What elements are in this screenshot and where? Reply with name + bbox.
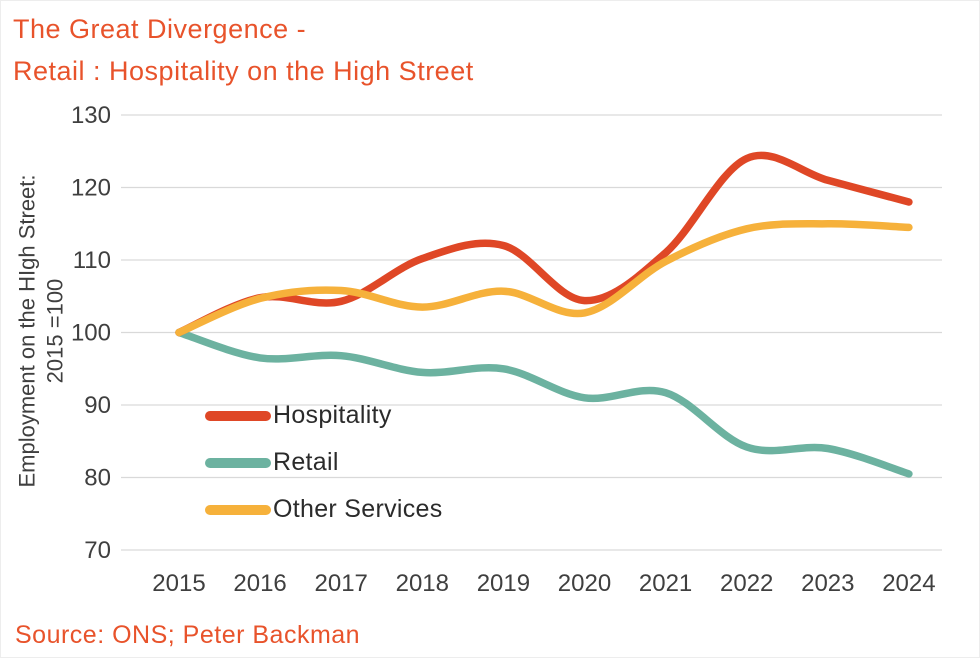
series-line-other-services xyxy=(175,220,913,337)
x-tick-label: 2021 xyxy=(639,570,692,597)
y-tick-label: 70 xyxy=(84,537,111,564)
x-tick-label: 2015 xyxy=(152,570,205,597)
y-tick-label: 90 xyxy=(84,392,111,419)
x-tick-label: 2023 xyxy=(801,570,854,597)
legend-label-retail: Retail xyxy=(273,448,339,476)
legend-swatch-retail xyxy=(205,457,271,468)
x-tick-label: 2016 xyxy=(233,570,286,597)
legend: Hospitality Retail Other Services xyxy=(205,399,443,526)
y-tick-label: 80 xyxy=(84,465,111,492)
y-tick-label: 130 xyxy=(71,102,111,129)
legend-label-other-services: Other Services xyxy=(273,495,443,523)
legend-item-retail: Retail xyxy=(205,446,443,479)
x-tick-label: 2017 xyxy=(315,570,368,597)
series-line-hospitality xyxy=(175,151,913,337)
source-note: Source: ONS; Peter Backman xyxy=(15,621,361,649)
x-tick-label: 2019 xyxy=(477,570,530,597)
chart-title-line-1: The Great Divergence - xyxy=(13,14,307,44)
x-tick-label: 2022 xyxy=(720,570,773,597)
x-tick-label: 2020 xyxy=(558,570,611,597)
y-axis-title-line-2: 2015 =100 xyxy=(42,278,67,384)
y-axis-title-line-1: Employment on the HIgh Street: xyxy=(14,174,40,488)
y-tick-label: 120 xyxy=(71,175,111,202)
legend-swatch-other-services xyxy=(205,504,271,515)
series-line-retail xyxy=(175,328,913,478)
x-tick-label: 2024 xyxy=(882,570,935,597)
x-tick-label: 2018 xyxy=(396,570,449,597)
legend-label-hospitality: Hospitality xyxy=(273,401,392,429)
legend-item-other-services: Other Services xyxy=(205,493,443,526)
y-axis-title: Employment on the HIgh Street: 2015 =100 xyxy=(14,174,69,487)
legend-swatch-hospitality xyxy=(205,410,271,421)
y-tick-label: 100 xyxy=(71,320,111,347)
y-tick-label: 110 xyxy=(73,247,111,274)
chart-title: The Great Divergence - Retail : Hospital… xyxy=(13,9,474,93)
chart-title-line-2: Retail : Hospitality on the High Street xyxy=(13,55,474,86)
legend-item-hospitality: Hospitality xyxy=(205,399,443,432)
